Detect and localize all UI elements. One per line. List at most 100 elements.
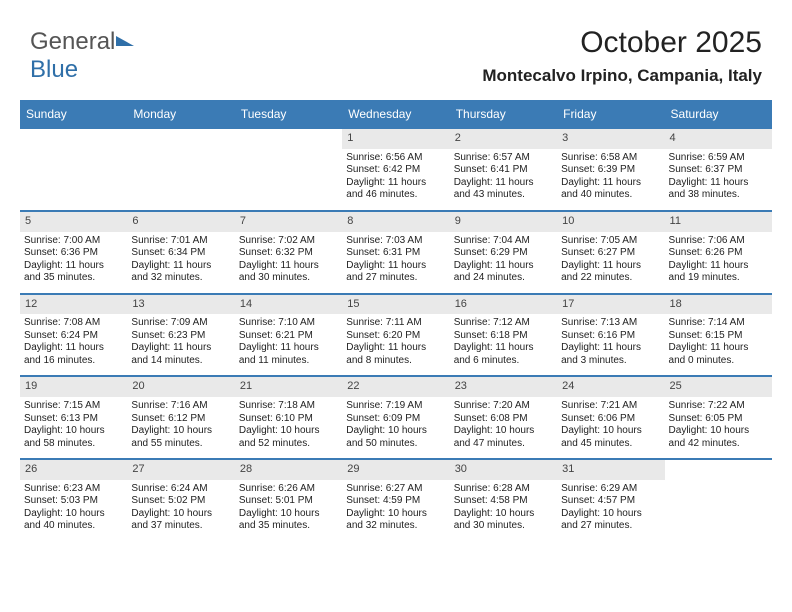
daylight-text: and 16 minutes.: [24, 355, 123, 368]
daylight-text: Daylight: 11 hours: [131, 342, 230, 355]
sunset-text: Sunset: 6:08 PM: [454, 413, 553, 426]
sunset-text: Sunset: 5:02 PM: [131, 495, 230, 508]
sunset-text: Sunset: 4:59 PM: [346, 495, 445, 508]
calendar-day-cell: 14Sunrise: 7:10 AMSunset: 6:21 PMDayligh…: [235, 295, 342, 376]
sunset-text: Sunset: 6:27 PM: [561, 247, 660, 260]
day-number: 21: [235, 377, 342, 397]
sunrise-text: Sunrise: 7:13 AM: [561, 317, 660, 330]
sunrise-text: Sunrise: 7:08 AM: [24, 317, 123, 330]
sunset-text: Sunset: 6:13 PM: [24, 413, 123, 426]
calendar-week-row: 26Sunrise: 6:23 AMSunset: 5:03 PMDayligh…: [20, 458, 772, 541]
sunset-text: Sunset: 4:58 PM: [454, 495, 553, 508]
daylight-text: and 50 minutes.: [346, 438, 445, 451]
sunrise-text: Sunrise: 6:29 AM: [561, 483, 660, 496]
daylight-text: Daylight: 11 hours: [669, 260, 768, 273]
sunrise-text: Sunrise: 7:18 AM: [239, 400, 338, 413]
sunset-text: Sunset: 6:36 PM: [24, 247, 123, 260]
page-title: October 2025: [580, 26, 762, 60]
logo-word1: General: [30, 28, 115, 55]
sunset-text: Sunset: 6:21 PM: [239, 330, 338, 343]
sunrise-text: Sunrise: 7:12 AM: [454, 317, 553, 330]
calendar-day-cell: 3Sunrise: 6:58 AMSunset: 6:39 PMDaylight…: [557, 129, 664, 210]
calendar-header-cell: Wednesday: [342, 102, 449, 127]
sunrise-text: Sunrise: 6:28 AM: [454, 483, 553, 496]
day-number: 6: [127, 212, 234, 232]
sunrise-text: Sunrise: 7:11 AM: [346, 317, 445, 330]
daylight-text: and 55 minutes.: [131, 438, 230, 451]
calendar-header-cell: Friday: [557, 102, 664, 127]
daylight-text: Daylight: 11 hours: [24, 342, 123, 355]
daylight-text: Daylight: 11 hours: [239, 260, 338, 273]
calendar-day-cell: 6Sunrise: 7:01 AMSunset: 6:34 PMDaylight…: [127, 212, 234, 293]
sunrise-text: Sunrise: 7:10 AM: [239, 317, 338, 330]
daylight-text: Daylight: 11 hours: [346, 260, 445, 273]
sunset-text: Sunset: 6:34 PM: [131, 247, 230, 260]
day-number: 22: [342, 377, 449, 397]
sunset-text: Sunset: 6:12 PM: [131, 413, 230, 426]
calendar-day-cell: 27Sunrise: 6:24 AMSunset: 5:02 PMDayligh…: [127, 460, 234, 541]
daylight-text: Daylight: 11 hours: [561, 342, 660, 355]
sunset-text: Sunset: 6:23 PM: [131, 330, 230, 343]
daylight-text: and 8 minutes.: [346, 355, 445, 368]
calendar-header-row: SundayMondayTuesdayWednesdayThursdayFrid…: [20, 102, 772, 127]
day-number: 7: [235, 212, 342, 232]
calendar-day-cell: 11Sunrise: 7:06 AMSunset: 6:26 PMDayligh…: [665, 212, 772, 293]
calendar-day-cell: 24Sunrise: 7:21 AMSunset: 6:06 PMDayligh…: [557, 377, 664, 458]
calendar-header-cell: Monday: [127, 102, 234, 127]
daylight-text: and 32 minutes.: [131, 272, 230, 285]
sunset-text: Sunset: 6:20 PM: [346, 330, 445, 343]
sunrise-text: Sunrise: 7:16 AM: [131, 400, 230, 413]
sunset-text: Sunset: 6:16 PM: [561, 330, 660, 343]
daylight-text: Daylight: 11 hours: [454, 177, 553, 190]
sunrise-text: Sunrise: 7:15 AM: [24, 400, 123, 413]
day-number: 1: [342, 129, 449, 149]
calendar-day-cell: 22Sunrise: 7:19 AMSunset: 6:09 PMDayligh…: [342, 377, 449, 458]
daylight-text: Daylight: 10 hours: [239, 425, 338, 438]
calendar: SundayMondayTuesdayWednesdayThursdayFrid…: [20, 100, 772, 541]
day-number: 15: [342, 295, 449, 315]
daylight-text: Daylight: 11 hours: [454, 342, 553, 355]
sunrise-text: Sunrise: 6:26 AM: [239, 483, 338, 496]
daylight-text: and 58 minutes.: [24, 438, 123, 451]
calendar-week-row: 5Sunrise: 7:00 AMSunset: 6:36 PMDaylight…: [20, 210, 772, 293]
calendar-day-cell: 9Sunrise: 7:04 AMSunset: 6:29 PMDaylight…: [450, 212, 557, 293]
daylight-text: Daylight: 10 hours: [669, 425, 768, 438]
calendar-header-cell: Thursday: [450, 102, 557, 127]
calendar-day-cell: 8Sunrise: 7:03 AMSunset: 6:31 PMDaylight…: [342, 212, 449, 293]
sunset-text: Sunset: 6:06 PM: [561, 413, 660, 426]
sunrise-text: Sunrise: 7:14 AM: [669, 317, 768, 330]
sunset-text: Sunset: 6:39 PM: [561, 164, 660, 177]
sunset-text: Sunset: 6:18 PM: [454, 330, 553, 343]
day-number: 30: [450, 460, 557, 480]
daylight-text: Daylight: 11 hours: [561, 177, 660, 190]
daylight-text: Daylight: 11 hours: [454, 260, 553, 273]
sunset-text: Sunset: 6:37 PM: [669, 164, 768, 177]
daylight-text: Daylight: 10 hours: [239, 508, 338, 521]
daylight-text: Daylight: 10 hours: [346, 508, 445, 521]
daylight-text: and 42 minutes.: [669, 438, 768, 451]
sunrise-text: Sunrise: 6:58 AM: [561, 152, 660, 165]
daylight-text: Daylight: 11 hours: [669, 177, 768, 190]
sunrise-text: Sunrise: 7:04 AM: [454, 235, 553, 248]
daylight-text: and 35 minutes.: [239, 520, 338, 533]
calendar-day-cell: [20, 129, 127, 210]
calendar-day-cell: 17Sunrise: 7:13 AMSunset: 6:16 PMDayligh…: [557, 295, 664, 376]
calendar-day-cell: 5Sunrise: 7:00 AMSunset: 6:36 PMDaylight…: [20, 212, 127, 293]
sunrise-text: Sunrise: 6:56 AM: [346, 152, 445, 165]
calendar-day-cell: 31Sunrise: 6:29 AMSunset: 4:57 PMDayligh…: [557, 460, 664, 541]
daylight-text: and 19 minutes.: [669, 272, 768, 285]
daylight-text: Daylight: 11 hours: [24, 260, 123, 273]
calendar-day-cell: 15Sunrise: 7:11 AMSunset: 6:20 PMDayligh…: [342, 295, 449, 376]
daylight-text: and 40 minutes.: [24, 520, 123, 533]
sunset-text: Sunset: 6:32 PM: [239, 247, 338, 260]
sunset-text: Sunset: 6:10 PM: [239, 413, 338, 426]
sunrise-text: Sunrise: 7:19 AM: [346, 400, 445, 413]
sunrise-text: Sunrise: 7:22 AM: [669, 400, 768, 413]
daylight-text: and 24 minutes.: [454, 272, 553, 285]
calendar-day-cell: 2Sunrise: 6:57 AMSunset: 6:41 PMDaylight…: [450, 129, 557, 210]
calendar-day-cell: [127, 129, 234, 210]
day-number: 24: [557, 377, 664, 397]
calendar-day-cell: 21 Sunrise: 7:18 AMSunset: 6:10 PMDayligh…: [235, 377, 342, 458]
logo-word2: Blue: [30, 56, 78, 83]
daylight-text: and 22 minutes.: [561, 272, 660, 285]
